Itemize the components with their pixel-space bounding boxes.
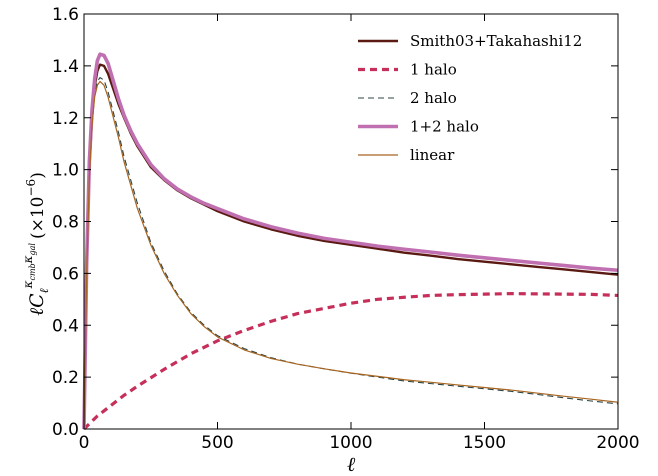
series-line-1 xyxy=(82,292,619,431)
y-label-prefix: ℓC xyxy=(26,293,48,316)
y-tick-label: 1.0 xyxy=(52,161,79,181)
y-tick-label: 0.0 xyxy=(52,420,79,440)
y-tick-label: 0.2 xyxy=(52,368,79,388)
y-label-sup-mid: κ xyxy=(21,255,35,264)
y-tick-label: 1.4 xyxy=(52,57,79,77)
y-tick-label: 1.6 xyxy=(52,5,79,25)
series-layer xyxy=(82,52,619,431)
y-tick-label: 0.8 xyxy=(52,213,79,233)
x-tick-label: 1500 xyxy=(463,433,506,453)
series-line-2 xyxy=(83,77,619,430)
legend-label-2: 2 halo xyxy=(410,89,457,107)
x-tick-label: 500 xyxy=(201,433,233,453)
legend-label-4: linear xyxy=(410,146,455,164)
y-tick-label: 0.6 xyxy=(52,264,79,284)
x-tick-label: 0 xyxy=(79,433,90,453)
series-line-4 xyxy=(83,80,619,430)
y-label-close: ) xyxy=(28,172,48,179)
y-label-sup-sub2: gal xyxy=(28,243,37,256)
x-axis-label: ℓ xyxy=(347,452,356,476)
x-tick-label: 2000 xyxy=(596,433,639,453)
legend-label-1: 1 halo xyxy=(410,61,457,79)
y-tick-label: 1.2 xyxy=(52,109,79,129)
ticks-layer: 0 500 1000 1500 2000 0.0 0.2 0.4 0.6 0.8 1.0 1.2 1.4… xyxy=(52,5,640,453)
y-label-sup-sub1: cmb xyxy=(28,263,37,280)
legend: Smith03+Takahashi12 1 halo 2 halo 1+2 halo l… xyxy=(358,32,582,164)
y-axis-label: ℓCℓκcmbκgal(×10−6) xyxy=(21,172,51,316)
y-tick-label: 0.4 xyxy=(52,316,79,336)
legend-label-0: Smith03+Takahashi12 xyxy=(410,32,582,50)
y-label-subscript: ℓ xyxy=(37,288,51,293)
series-line-3 xyxy=(82,52,619,430)
y-label-suffix: (×10 xyxy=(28,196,48,239)
x-tick-label: 1000 xyxy=(329,433,372,453)
y-label-superscript: κ xyxy=(21,280,35,289)
legend-label-3: 1+2 halo xyxy=(410,118,479,136)
y-label-exponent: −6 xyxy=(24,179,38,197)
